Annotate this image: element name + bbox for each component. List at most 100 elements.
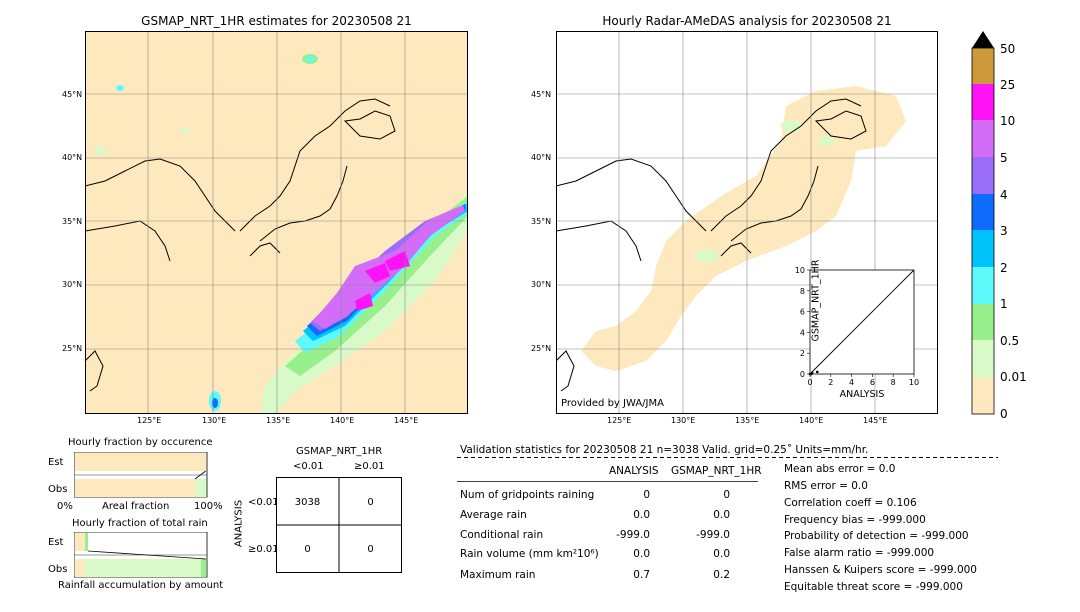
validation-col-gsmap: GSMAP_NRT_1HR [671,465,762,477]
scatter-y-tick-label: 8 [800,287,805,296]
occurrence-est-label: Est [48,457,64,468]
validation-row-analysis: 0.0 [633,509,650,521]
colorbar-label: 0.5 [1000,334,1020,348]
right-lat-label: 25°N [531,344,552,353]
left-coastlines [85,98,396,392]
validation-row-label: Rain volume (mm km²10⁶) [460,548,599,560]
scatter-xlabel: ANALYSIS [839,389,885,400]
right-light-rain [694,120,834,262]
total-rain-est-bar-001 [75,533,85,551]
left-lon-label: 130°E [202,416,227,425]
validation-score: False alarm ratio = -999.000 [784,547,935,559]
colorbar-label: 10 [1000,114,1016,128]
validation-row-gsmap: 0 [723,489,730,501]
right-coastlines [556,98,867,392]
validation-score: Mean abs error = 0.0 [784,463,896,475]
left-map-background [85,31,468,414]
right-coverage-area [581,86,906,371]
left-lat-label: 45°N [62,90,83,99]
left-lon-label: 145°E [394,416,419,425]
colorbar-swatch-05-1 [972,304,994,340]
validation-row-analysis: -999.0 [616,529,650,541]
validation-row-label: Average rain [460,509,527,521]
validation-row-label: Maximum rain [460,569,536,581]
scatter-y-tick-label: 6 [800,308,805,317]
validation-row-analysis: 0.7 [633,569,650,581]
right-lat-label: 45°N [531,90,552,99]
colorbar-label: 5 [1000,151,1008,165]
scatter-diagonal [809,269,915,375]
scatter-x-tick-label: 10 [909,378,919,387]
contingency-row-ge: ≥0.01 [248,544,279,555]
total-rain-obs-label: Obs [48,564,68,575]
colorbar-swatch-001-05 [972,340,994,377]
provider-note: Provided by JWA/JMA [561,398,664,409]
scatter-x-tick-label: 0 [807,378,812,387]
contingency-row-axis: ANALYSIS [233,499,245,548]
occurrence-axis-right: 100% [194,501,223,512]
validation-row-gsmap: 0.0 [713,548,730,560]
right-lat-label: 40°N [531,153,552,162]
left-map-frame [85,31,468,414]
validation-row-label: Num of gridpoints raining [460,489,595,501]
occurrence-axis-left: 0% [57,501,73,512]
left-lon-label: 135°E [266,416,291,425]
validation-score: Correlation coeff = 0.106 [784,497,917,509]
validation-col-divider [457,481,758,482]
right-lon-label: 125°E [607,416,632,425]
occurrence-bars [74,452,208,498]
total-rain-obs-bar-1 [201,559,206,577]
validation-row-label: Conditional rain [460,529,544,541]
colorbar-swatch-25-50 [972,48,994,84]
colorbar-label: 4 [1000,188,1008,202]
occurrence-obs-label: Obs [48,484,68,495]
right-lon-label: 135°E [735,416,760,425]
occurrence-title: Hourly fraction by occurence [68,437,213,448]
occurrence-obs-bar [74,479,196,497]
colorbar-swatch-1-2 [972,267,994,304]
occurrence-est-bar [74,453,207,471]
validation-score: Frequency bias = -999.000 [784,514,926,526]
left-lat-label: 35°N [62,217,83,226]
left-lat-label: 40°N [62,153,83,162]
validation-row-gsmap: -999.0 [696,529,730,541]
contingency-cell: 0 [304,544,311,555]
left-map [85,31,468,414]
contingency-grid [276,477,402,573]
colorbar-swatch-4-5 [972,157,994,194]
occurrence-obs-rain-bar [195,479,207,497]
right-lat-label: 35°N [531,217,552,226]
scatter-x-tick-label: 2 [828,378,833,387]
left-lon-label: 125°E [137,416,162,425]
colorbar-label: 0.01 [1000,370,1027,384]
total-rain-est-bar-05 [85,533,88,551]
right-map-frame [556,31,938,414]
scatter-point [815,370,819,374]
colorbar-extend-triangle [972,31,994,48]
scatter-y-tick-label: 0 [800,370,805,379]
left-lon-label: 140°E [330,416,355,425]
colorbar-label: 1 [1000,297,1008,311]
contingency-col-ge: ≥0.01 [354,461,385,472]
right-lat-label: 30°N [531,280,552,289]
validation-divider [457,457,998,458]
validation-score: RMS error = 0.0 [784,480,868,492]
scatter-y-tick-label: 10 [795,266,805,275]
colorbar-label: 50 [1000,42,1016,56]
scatter-y-tick-label: 4 [800,328,805,337]
validation-score: Probability of detection = -999.000 [784,530,969,542]
colorbar-label: 2 [1000,261,1008,275]
total-rain-obs-bar-05 [85,559,201,577]
total-rain-est-label: Est [48,537,64,548]
scatter-x-tick-label: 8 [891,378,896,387]
validation-row-gsmap: 0.2 [713,569,730,581]
inset-scatter-plot: 0 2 4 6 8 10 0 2 4 6 8 10 [795,266,919,387]
contingency-title: GSMAP_NRT_1HR [296,446,383,457]
scatter-point [810,371,814,375]
right-map-title: Hourly Radar-AMeDAS analysis for 2023050… [602,14,892,28]
colorbar [971,31,995,415]
left-lat-label: 25°N [62,344,83,353]
colorbar-swatch-2-3 [972,230,994,267]
scatter-x-tick-label: 6 [870,378,875,387]
validation-score: Equitable threat score = -999.000 [784,581,963,593]
